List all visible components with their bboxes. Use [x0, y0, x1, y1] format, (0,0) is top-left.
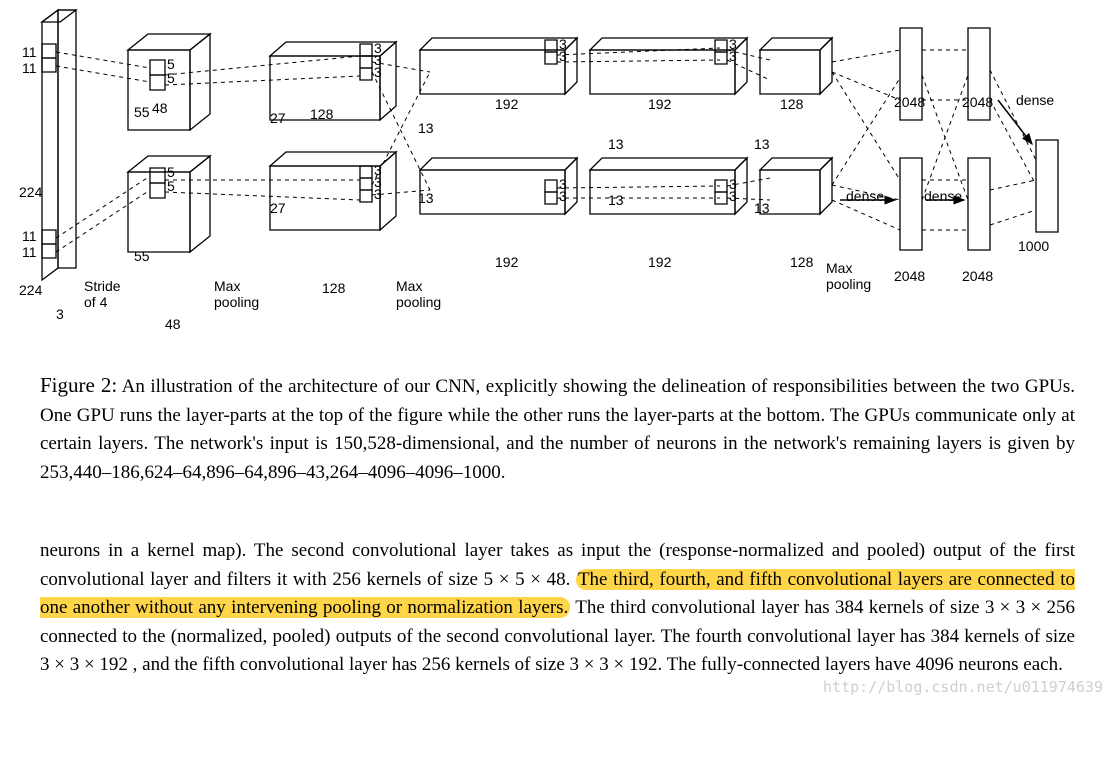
lbl-dense1: dense [846, 188, 884, 204]
fan-lines [56, 48, 1036, 252]
layer3-bottom-cube [420, 158, 577, 214]
lbl-11d: 11 [22, 244, 37, 260]
body-paragraph: neurons in a kernel map). The second con… [0, 487, 1115, 700]
output-col [1036, 140, 1058, 232]
caption-prefix: Figure 2: [40, 373, 117, 397]
input-cube [42, 10, 76, 280]
lbl-128b: 128 [310, 106, 333, 122]
lbl-55a: 55 [134, 104, 150, 120]
lbl-224a: 224 [19, 184, 42, 200]
lbl-13b: 13 [418, 190, 434, 206]
lbl-3: 3 [56, 306, 64, 322]
lbl-13c: 13 [608, 136, 624, 152]
lbl-stride: Stride of 4 [84, 278, 121, 310]
lbl-3h: 3 [559, 48, 567, 64]
layer5-bottom-cube [760, 158, 832, 214]
lbl-224b: 224 [19, 282, 42, 298]
page: 11 11 11 11 224 224 3 Stride of 4 55 55 … [0, 0, 1115, 700]
lbl-maxpool3: Max pooling [826, 260, 871, 292]
lbl-55b: 55 [134, 248, 150, 264]
lbl-2048b: 2048 [894, 268, 925, 284]
lbl-13a: 13 [418, 120, 434, 136]
lbl-5b: 5 [167, 70, 175, 86]
lbl-13e: 13 [754, 136, 770, 152]
lbl-5d: 5 [167, 178, 175, 194]
layer4-top-cube [590, 38, 747, 94]
lbl-3j: 3 [559, 188, 567, 204]
lbl-maxpool1: Max pooling [214, 278, 259, 310]
caption-text: An illustration of the architecture of o… [40, 376, 1075, 483]
lbl-maxpool2: Max pooling [396, 278, 441, 310]
lbl-3l: 3 [729, 48, 737, 64]
lbl-27a: 27 [270, 110, 286, 126]
lbl-48b: 48 [152, 100, 168, 116]
layer3-top-cube [420, 38, 577, 94]
lbl-192d: 192 [648, 254, 671, 270]
lbl-192a: 192 [495, 96, 518, 112]
lbl-192b: 192 [495, 254, 518, 270]
lbl-3f: 3 [374, 186, 382, 202]
lbl-2048d: 2048 [962, 268, 993, 284]
fc2-bottom [968, 158, 990, 250]
lbl-11c: 11 [22, 228, 37, 244]
lbl-128d: 128 [790, 254, 813, 270]
lbl-128a: 128 [322, 280, 345, 296]
lbl-11b: 11 [22, 60, 37, 76]
lbl-3c: 3 [374, 64, 382, 80]
lbl-13d: 13 [608, 192, 624, 208]
layer5-top-cube [760, 38, 832, 94]
lbl-dense3: dense [1016, 92, 1054, 108]
cnn-architecture-diagram: 11 11 11 11 224 224 3 Stride of 4 55 55 … [0, 0, 1115, 340]
lbl-2048c: 2048 [962, 94, 993, 110]
lbl-3n: 3 [729, 188, 737, 204]
lbl-13f: 13 [754, 200, 770, 216]
lbl-27b: 27 [270, 200, 286, 216]
lbl-1000: 1000 [1018, 238, 1049, 254]
lbl-11a: 11 [22, 44, 37, 60]
lbl-2048a: 2048 [894, 94, 925, 110]
lbl-128c: 128 [780, 96, 803, 112]
fc1-bottom [900, 158, 922, 250]
figure-caption: Figure 2: An illustration of the archite… [0, 340, 1115, 487]
watermark: http://blog.csdn.net/u011974639 [823, 678, 1103, 696]
lbl-192c: 192 [648, 96, 671, 112]
lbl-dense2: dense [924, 188, 962, 204]
lbl-48a: 48 [165, 316, 181, 332]
